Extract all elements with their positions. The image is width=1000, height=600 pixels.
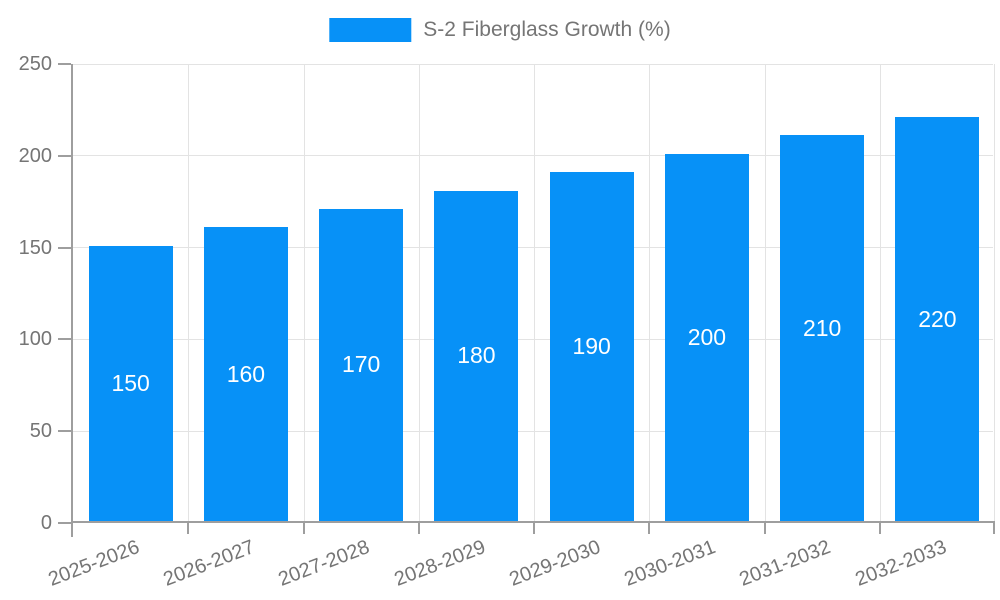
bar[interactable]: 160 bbox=[203, 227, 288, 521]
bar[interactable]: 220 bbox=[895, 117, 980, 521]
chart-legend[interactable]: S-2 Fiberglass Growth (%) bbox=[329, 18, 671, 42]
bar[interactable]: 180 bbox=[434, 190, 519, 521]
legend-swatch-icon bbox=[329, 18, 412, 42]
h-gridline bbox=[73, 155, 993, 157]
x-axis-tick bbox=[302, 521, 305, 534]
bar[interactable]: 190 bbox=[549, 172, 634, 521]
v-gridline bbox=[188, 64, 190, 521]
bar-value-label: 180 bbox=[457, 342, 496, 369]
x-axis-tick bbox=[417, 521, 420, 534]
x-axis-tick bbox=[71, 521, 73, 537]
v-gridline bbox=[649, 64, 651, 521]
y-axis-tick bbox=[58, 430, 71, 433]
y-axis-tick bbox=[58, 522, 71, 524]
y-axis-label: 200 bbox=[18, 144, 52, 167]
v-gridline bbox=[534, 64, 535, 521]
plot-area: 0 50 100 150 200 250 150 2025-2026 160 2026-2027 1… bbox=[19, 53, 995, 591]
x-axis-label: 2025-2026 bbox=[45, 536, 143, 591]
x-axis-label: 2031-2032 bbox=[736, 536, 835, 591]
x-axis-tick bbox=[763, 521, 766, 534]
y-axis-label: 150 bbox=[18, 236, 52, 259]
x-axis-label: 2030-2031 bbox=[621, 536, 719, 591]
bar[interactable]: 200 bbox=[664, 153, 749, 521]
bar[interactable]: 210 bbox=[780, 135, 865, 521]
x-axis-tick bbox=[648, 521, 651, 534]
v-gridline bbox=[418, 64, 420, 521]
v-gridline bbox=[764, 64, 766, 521]
bar[interactable]: 170 bbox=[319, 208, 404, 521]
bar-value-label: 170 bbox=[341, 351, 381, 378]
bar-value-label: 160 bbox=[226, 360, 266, 387]
v-gridline bbox=[879, 64, 881, 521]
x-axis-label: 2029-2030 bbox=[506, 536, 604, 591]
y-axis-tick bbox=[58, 63, 71, 65]
h-gridline bbox=[73, 338, 993, 340]
y-axis-label: 250 bbox=[18, 53, 52, 75]
x-axis-tick bbox=[187, 521, 190, 534]
bar-value-label: 220 bbox=[918, 305, 957, 332]
y-axis-label: 0 bbox=[40, 512, 52, 534]
x-axis-label: 2028-2029 bbox=[391, 536, 489, 591]
x-axis-tick bbox=[533, 521, 535, 534]
x-axis-label: 2032-2033 bbox=[852, 536, 950, 591]
bar-value-label: 210 bbox=[802, 314, 842, 341]
y-axis-tick bbox=[58, 338, 71, 341]
y-axis-tick bbox=[58, 154, 71, 157]
h-gridline bbox=[73, 247, 993, 249]
x-axis-tick bbox=[993, 521, 995, 534]
y-axis-tick bbox=[58, 246, 71, 249]
y-axis-label: 100 bbox=[18, 328, 52, 351]
y-axis-label: 50 bbox=[29, 420, 52, 443]
bar-value-label: 190 bbox=[572, 333, 611, 360]
x-axis-label: 2027-2028 bbox=[275, 536, 374, 591]
bar-value-label: 150 bbox=[111, 369, 150, 396]
v-gridline bbox=[994, 64, 995, 521]
bar[interactable]: 150 bbox=[88, 245, 173, 521]
x-axis-tick bbox=[878, 521, 881, 534]
bar-value-label: 200 bbox=[687, 323, 727, 350]
legend-label: S-2 Fiberglass Growth (%) bbox=[423, 18, 671, 41]
h-gridline bbox=[73, 430, 993, 432]
x-axis-label: 2026-2027 bbox=[160, 536, 258, 591]
h-gridline bbox=[73, 63, 993, 65]
v-gridline bbox=[303, 64, 305, 521]
